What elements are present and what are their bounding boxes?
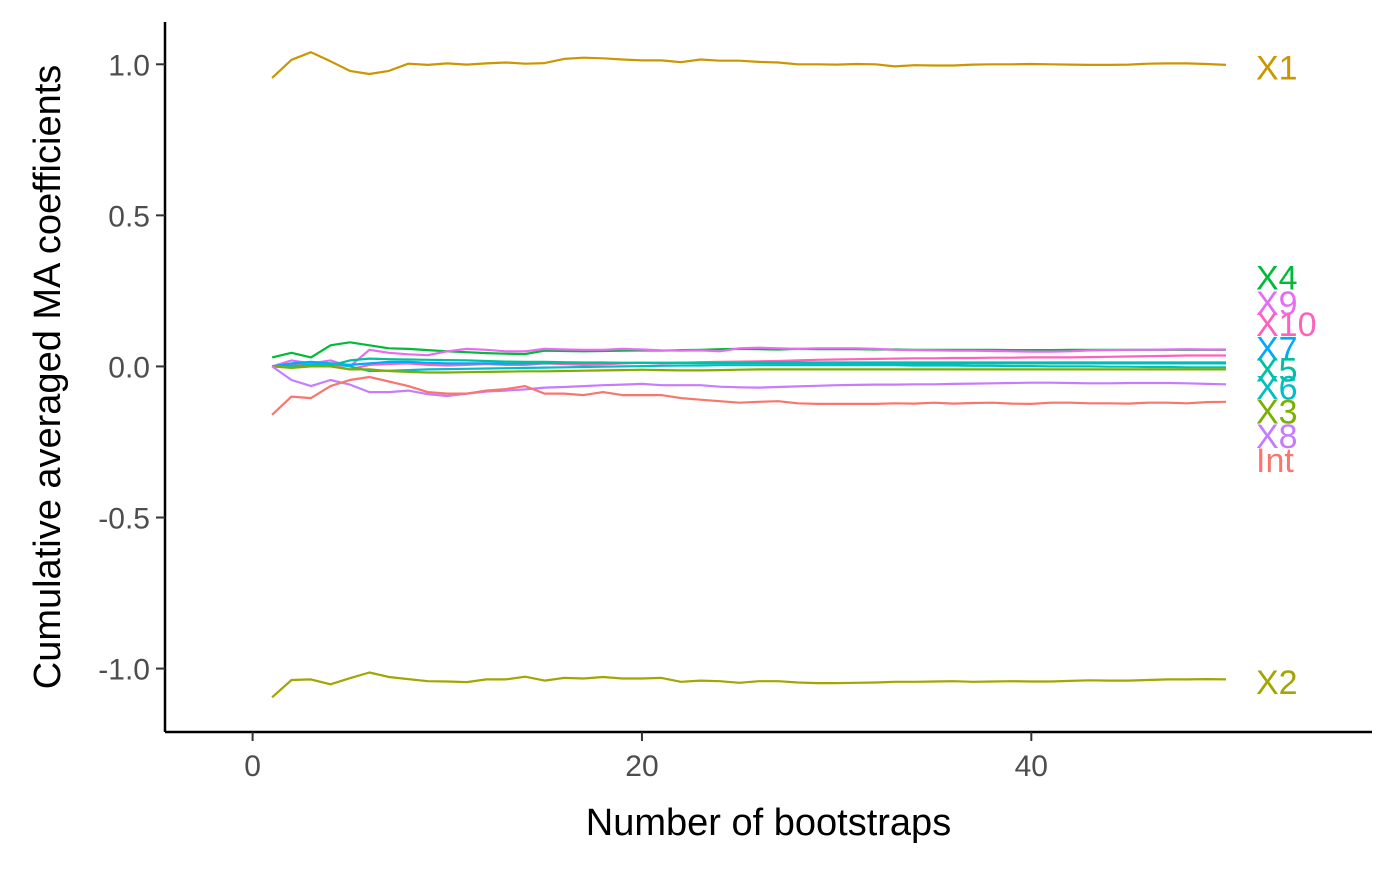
x-tick-label: 0 bbox=[244, 750, 261, 783]
series-label-x5: X5 bbox=[1256, 351, 1298, 389]
series-line-int bbox=[271, 375, 1227, 416]
series-line-x1 bbox=[271, 51, 1227, 79]
series-line-x2 bbox=[271, 671, 1227, 699]
series-label-x6: X6 bbox=[1256, 370, 1298, 408]
series-label-x7: X7 bbox=[1256, 330, 1298, 368]
series-label-x1: X1 bbox=[1256, 49, 1298, 87]
series-label-x8: X8 bbox=[1256, 418, 1298, 456]
y-tick-label: 0.0 bbox=[108, 351, 150, 384]
y-tick-label: -1.0 bbox=[98, 654, 150, 687]
y-tick-label: 1.0 bbox=[108, 49, 150, 82]
series-label-x3: X3 bbox=[1256, 394, 1298, 432]
y-tick-label: 0.5 bbox=[108, 200, 150, 233]
x-axis-title: Number of bootstraps bbox=[586, 802, 951, 844]
series-lines bbox=[271, 51, 1227, 699]
x-tick-label: 40 bbox=[1015, 750, 1048, 783]
series-label-x4: X4 bbox=[1256, 259, 1298, 297]
series-line-x6 bbox=[272, 362, 1226, 373]
series-label-x9: X9 bbox=[1256, 285, 1298, 323]
y-axis-ticks: -1.0 -0.5 0.0 0.5 1.0 bbox=[98, 49, 165, 687]
series-line-x9 bbox=[271, 346, 1226, 368]
series-label-x10: X10 bbox=[1256, 306, 1317, 344]
x-axis-ticks: 0 20 40 bbox=[244, 732, 1048, 783]
y-axis-title: Cumulative averaged MA coefficients bbox=[27, 65, 69, 690]
series-label-x2: X2 bbox=[1256, 664, 1298, 702]
x-tick-label: 20 bbox=[625, 750, 658, 783]
series-line-x10 bbox=[272, 354, 1226, 371]
y-tick-label: -0.5 bbox=[98, 502, 150, 535]
series-line-x5 bbox=[272, 357, 1226, 368]
series-line-x8 bbox=[271, 365, 1227, 398]
series-line-x3 bbox=[272, 365, 1226, 374]
series-label-int: Int bbox=[1256, 442, 1294, 480]
